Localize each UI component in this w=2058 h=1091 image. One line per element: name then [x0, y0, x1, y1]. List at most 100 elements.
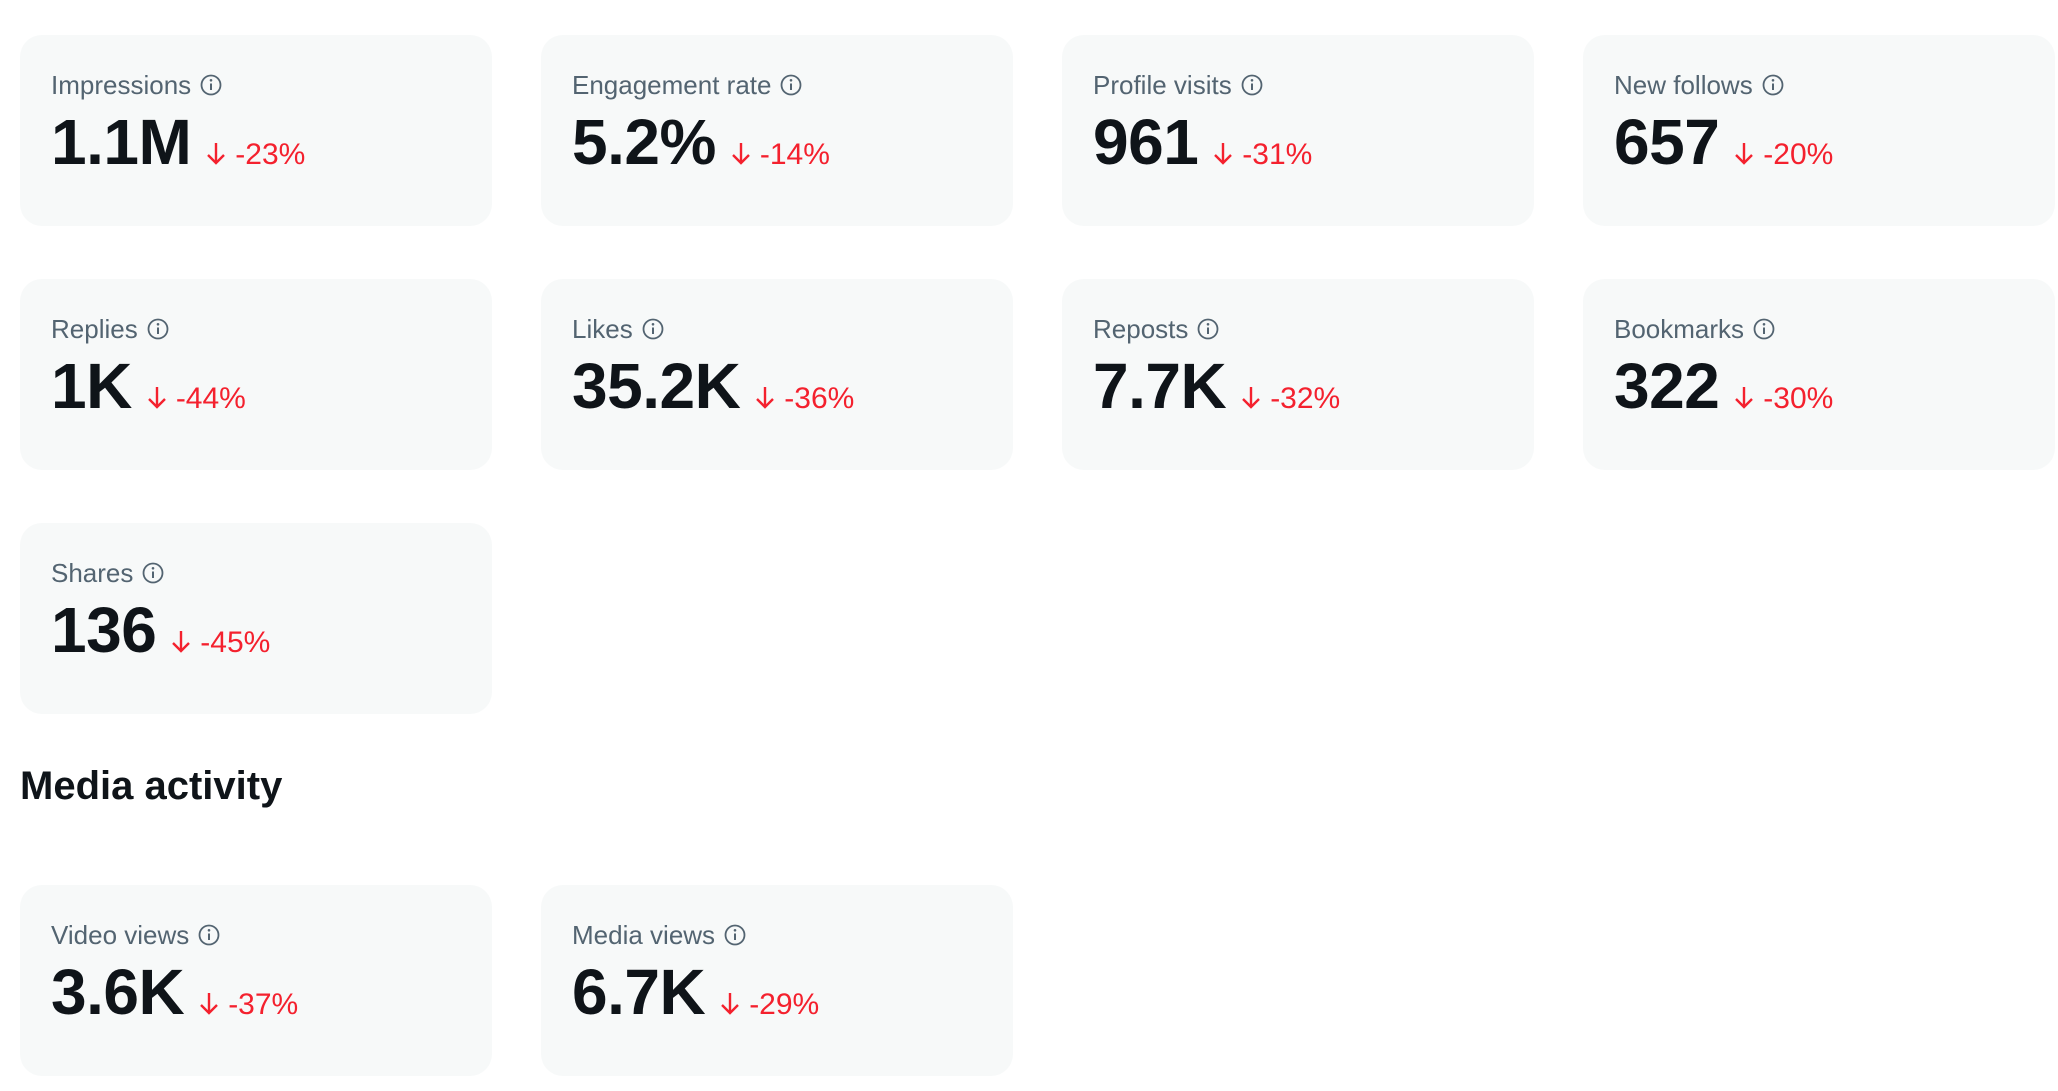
arrow-down-icon	[170, 629, 192, 655]
stat-value: 1.1M	[51, 106, 192, 178]
stat-value: 657	[1614, 106, 1720, 178]
stat-change: -14%	[730, 137, 830, 173]
stat-label-row: Replies	[51, 312, 461, 346]
stat-value-row: 3.6K -37%	[51, 956, 461, 1028]
arrow-down-icon	[198, 991, 220, 1017]
stat-label-row: Likes	[572, 312, 982, 346]
stat-label: Replies	[51, 314, 138, 344]
stat-change: -32%	[1240, 381, 1340, 417]
stat-card-engagement-rate[interactable]: Engagement rate 5.2% -14%	[541, 35, 1013, 226]
stat-value-row: 35.2K -36%	[572, 350, 982, 422]
stat-value-row: 1.1M -23%	[51, 106, 461, 178]
stat-change-value: -45%	[200, 626, 271, 659]
stat-label-row: Video views	[51, 918, 461, 952]
info-icon[interactable]	[141, 561, 165, 585]
stat-value-row: 5.2% -14%	[572, 106, 982, 178]
stat-card-bookmarks[interactable]: Bookmarks 322 -30%	[1583, 279, 2055, 470]
arrow-down-icon	[1212, 141, 1234, 167]
arrow-down-icon	[1733, 141, 1755, 167]
stat-change-value: -32%	[1270, 382, 1341, 415]
stat-change: -31%	[1212, 137, 1312, 173]
stat-label: Impressions	[51, 70, 192, 100]
arrow-down-icon	[1733, 385, 1755, 411]
info-icon[interactable]	[146, 317, 170, 341]
stat-value: 136	[51, 594, 157, 666]
stat-label: Bookmarks	[1614, 314, 1745, 344]
info-icon[interactable]	[199, 73, 223, 97]
media-stats-grid: Video views 3.6K -37% Media views 6.7K -…	[20, 885, 2055, 1076]
info-icon[interactable]	[779, 73, 803, 97]
stat-value-row: 1K -44%	[51, 350, 461, 422]
stat-label: Video views	[51, 920, 190, 950]
info-icon[interactable]	[723, 923, 747, 947]
stat-value: 35.2K	[572, 350, 741, 422]
stat-label: Reposts	[1093, 314, 1189, 344]
media-activity-heading: Media activity	[20, 764, 283, 808]
stat-change-value: -14%	[759, 138, 830, 171]
info-icon[interactable]	[641, 317, 665, 341]
stat-value-row: 657 -20%	[1614, 106, 2024, 178]
stat-value-row: 961 -31%	[1093, 106, 1503, 178]
info-icon[interactable]	[1240, 73, 1264, 97]
stat-change-value: -20%	[1763, 138, 1834, 171]
stat-card-video-views[interactable]: Video views 3.6K -37%	[20, 885, 492, 1076]
stat-card-likes[interactable]: Likes 35.2K -36%	[541, 279, 1013, 470]
stat-change: -20%	[1733, 137, 1833, 173]
stat-change-value: -23%	[235, 138, 306, 171]
stat-value: 3.6K	[51, 956, 185, 1028]
arrow-down-icon	[1240, 385, 1262, 411]
info-icon[interactable]	[1196, 317, 1220, 341]
stat-card-shares[interactable]: Shares 136 -45%	[20, 523, 492, 714]
stat-label: Profile visits	[1093, 70, 1232, 100]
stat-change-value: -44%	[175, 382, 246, 415]
stat-value: 6.7K	[572, 956, 706, 1028]
stat-value-row: 7.7K -32%	[1093, 350, 1503, 422]
stat-label-row: Media views	[572, 918, 982, 952]
stat-card-new-follows[interactable]: New follows 657 -20%	[1583, 35, 2055, 226]
stat-label-row: Reposts	[1093, 312, 1503, 346]
stat-value-row: 136 -45%	[51, 594, 461, 666]
info-icon[interactable]	[1761, 73, 1785, 97]
stat-change-value: -31%	[1242, 138, 1313, 171]
stat-change: -29%	[719, 987, 819, 1023]
stat-value: 961	[1093, 106, 1199, 178]
info-icon[interactable]	[1752, 317, 1776, 341]
stat-label: Engagement rate	[572, 70, 772, 100]
stat-label-row: Engagement rate	[572, 68, 982, 102]
stat-change: -45%	[170, 625, 270, 661]
stat-label-row: Profile visits	[1093, 68, 1503, 102]
stat-value: 5.2%	[572, 106, 716, 178]
arrow-down-icon	[730, 141, 752, 167]
stat-value-row: 6.7K -29%	[572, 956, 982, 1028]
stat-card-replies[interactable]: Replies 1K -44%	[20, 279, 492, 470]
stat-change: -30%	[1733, 381, 1833, 417]
stat-value: 322	[1614, 350, 1720, 422]
stat-change: -23%	[205, 137, 305, 173]
stat-card-impressions[interactable]: Impressions 1.1M -23%	[20, 35, 492, 226]
stat-change: -44%	[146, 381, 246, 417]
stat-label-row: Impressions	[51, 68, 461, 102]
stat-value: 1K	[51, 350, 132, 422]
stat-change-value: -36%	[784, 382, 855, 415]
stat-label: Likes	[572, 314, 633, 344]
stat-value: 7.7K	[1093, 350, 1227, 422]
stat-change: -36%	[754, 381, 854, 417]
stat-change: -37%	[198, 987, 298, 1023]
stat-card-media-views[interactable]: Media views 6.7K -29%	[541, 885, 1013, 1076]
stat-change-value: -37%	[228, 988, 299, 1021]
stat-label: Media views	[572, 920, 716, 950]
overview-stats-grid: Impressions 1.1M -23% Engagement rate 5.…	[20, 35, 2055, 714]
stat-change-value: -30%	[1763, 382, 1834, 415]
stat-label-row: New follows	[1614, 68, 2024, 102]
stat-card-profile-visits[interactable]: Profile visits 961 -31%	[1062, 35, 1534, 226]
stat-label-row: Bookmarks	[1614, 312, 2024, 346]
arrow-down-icon	[754, 385, 776, 411]
arrow-down-icon	[146, 385, 168, 411]
arrow-down-icon	[719, 991, 741, 1017]
stat-card-reposts[interactable]: Reposts 7.7K -32%	[1062, 279, 1534, 470]
info-icon[interactable]	[197, 923, 221, 947]
stat-label: Shares	[51, 558, 134, 588]
arrow-down-icon	[205, 141, 227, 167]
stat-label-row: Shares	[51, 556, 461, 590]
stat-value-row: 322 -30%	[1614, 350, 2024, 422]
